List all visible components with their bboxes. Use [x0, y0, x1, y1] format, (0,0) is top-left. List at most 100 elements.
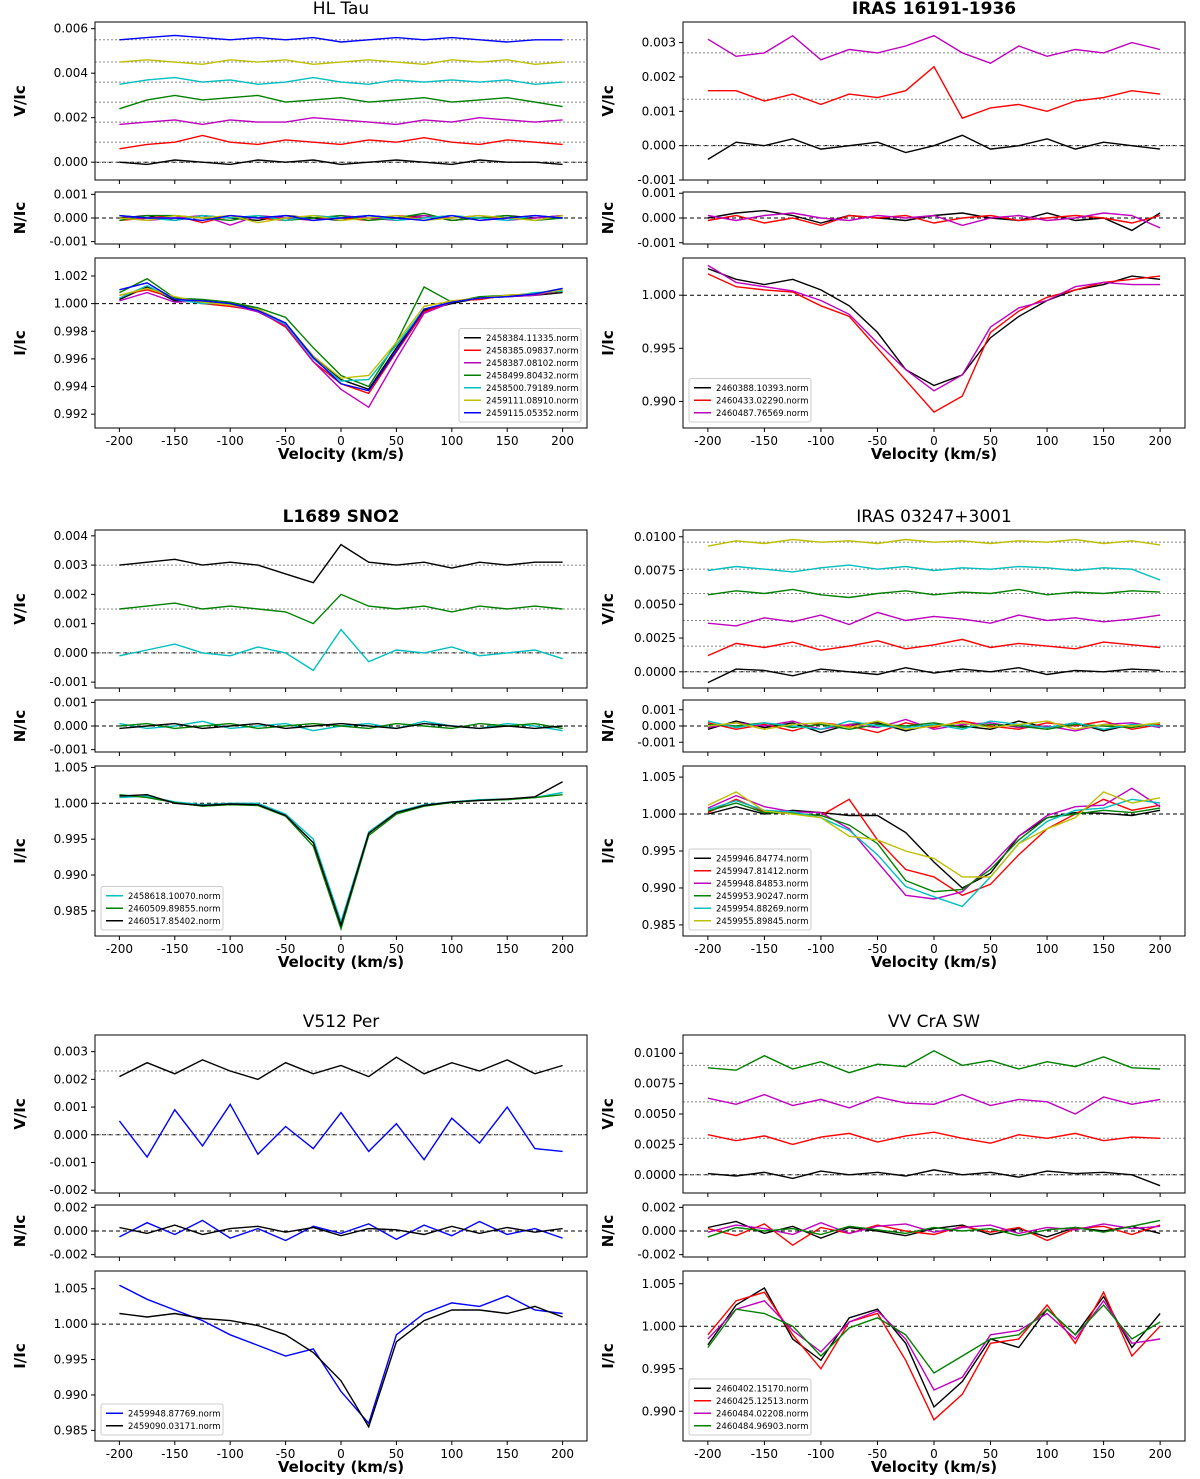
- series-line: [707, 34, 1161, 64]
- series-line: [119, 34, 563, 43]
- x-axis-label: Velocity (km/s): [278, 445, 404, 463]
- y-axis-label: V/Ic: [599, 1098, 617, 1130]
- y-tick-label: 0.0100: [634, 1046, 676, 1060]
- y-tick-label: 0.003: [54, 558, 88, 572]
- y-tick-label: 0.985: [54, 904, 88, 918]
- x-tick-label: 100: [440, 1447, 463, 1461]
- x-tick-label: 100: [440, 434, 463, 448]
- y-tick-label: 0.985: [54, 1423, 88, 1437]
- series-line: [119, 277, 563, 388]
- x-tick-label: -100: [217, 942, 244, 956]
- plot-area: [683, 1219, 1185, 1247]
- axes-frame: [94, 529, 588, 689]
- plot-area: [95, 34, 587, 166]
- legend-label: 2460484.02208.norm: [716, 1409, 809, 1419]
- x-tick-label: 50: [389, 942, 404, 956]
- x-tick-label: -150: [161, 434, 188, 448]
- y-tick-label: 0.0075: [634, 564, 676, 578]
- y-tick-label: 0.0025: [634, 1137, 676, 1151]
- legend-label: 2459948.87769.norm: [128, 1409, 221, 1419]
- legend-label: 2459953.90247.norm: [716, 892, 809, 902]
- legend-label: 2459947.81412.norm: [716, 867, 809, 877]
- x-tick-label: -200: [106, 434, 133, 448]
- x-tick-label: 200: [1149, 1447, 1172, 1461]
- y-tick-label: -0.002: [637, 1248, 676, 1262]
- x-tick-label: -100: [217, 434, 244, 448]
- chart-title: IRAS 16191-1936: [852, 0, 1016, 19]
- y-tick-label: 0.000: [642, 139, 676, 153]
- series-line: [707, 564, 1161, 581]
- legend-label: 2458385.09837.norm: [486, 346, 579, 356]
- plot-area: [95, 1056, 587, 1161]
- series-line: [119, 1056, 563, 1081]
- y-axis-label: I/Ic: [599, 838, 617, 864]
- series-line: [119, 214, 563, 222]
- x-tick-label: 0: [930, 434, 938, 448]
- y-tick-label: 0.995: [642, 844, 676, 858]
- plot-area: [95, 277, 587, 409]
- y-tick-label: 0.0075: [634, 1077, 676, 1091]
- chart-title: VV CrA SW: [888, 1012, 980, 1032]
- subfigure: IRAS 03247+30010.00000.00250.00500.00750…: [599, 507, 1186, 971]
- x-tick-label: -100: [807, 942, 834, 956]
- x-tick-label: -150: [161, 942, 188, 956]
- y-tick-label: 0.001: [54, 617, 88, 631]
- x-tick-label: 150: [1092, 434, 1115, 448]
- y-tick-label: 0.0000: [634, 665, 676, 679]
- axes-frame: [682, 529, 1186, 689]
- x-tick-label: 200: [551, 434, 574, 448]
- y-tick-label: 0.002: [54, 587, 88, 601]
- axes-frame: [682, 257, 1186, 429]
- y-tick-label: 0.990: [642, 881, 676, 895]
- y-tick-label: 0.996: [54, 352, 88, 366]
- series-line: [119, 543, 563, 584]
- y-tick-label: 0.001: [54, 187, 88, 201]
- series-line: [707, 666, 1161, 684]
- x-tick-label: 50: [983, 942, 998, 956]
- y-tick-label: 0.000: [54, 155, 88, 169]
- series-line: [707, 1093, 1161, 1115]
- y-tick-label: -0.001: [49, 743, 88, 757]
- subfigure: VV CrA SW0.00000.00250.00500.00750.0100V…: [599, 1012, 1186, 1476]
- y-axis-label: N/Ic: [11, 1215, 29, 1248]
- legend-label: 2460402.15170.norm: [716, 1384, 809, 1394]
- plot-area: [95, 543, 587, 672]
- x-tick-label: -100: [807, 434, 834, 448]
- subfigure: L1689 SNO2 -0.001 0.000 0.001 0.002 0.003 0.00…: [11, 507, 588, 971]
- x-tick-label: 200: [1149, 942, 1172, 956]
- series-line: [119, 593, 563, 625]
- axes-frame: [94, 1204, 588, 1258]
- y-tick-label: 0.004: [54, 529, 88, 543]
- y-axis-label: N/Ic: [11, 710, 29, 743]
- series-line: [707, 718, 1161, 732]
- series-line: [707, 787, 1161, 900]
- axes-frame: [682, 699, 1186, 753]
- legend-label: 2460487.76569.norm: [716, 409, 809, 419]
- series-line: [707, 791, 1161, 878]
- x-tick-label: -50: [868, 434, 888, 448]
- y-tick-label: 0.000: [642, 719, 676, 733]
- series-line: [707, 638, 1161, 657]
- legend-label: 2458384.11335.norm: [486, 334, 579, 344]
- x-axis-label: Velocity (km/s): [871, 1458, 997, 1476]
- y-tick-label: 0.995: [54, 1353, 88, 1367]
- series-line: [707, 1131, 1161, 1146]
- series-line: [119, 628, 563, 672]
- y-tick-label: 0.001: [54, 1100, 88, 1114]
- legend-label: 2458499.80432.norm: [486, 371, 579, 381]
- y-tick-label: 0.990: [54, 1388, 88, 1402]
- y-axis-label: V/Ic: [11, 1098, 29, 1130]
- series-line: [119, 1284, 563, 1425]
- subfigure: V512 Per -0.002 -0.001 0.000 0.001 0.002 0.003…: [11, 1012, 588, 1476]
- x-tick-label: 0: [930, 1447, 938, 1461]
- y-axis-label: I/Ic: [11, 1343, 29, 1369]
- series-line: [707, 1303, 1161, 1374]
- y-axis-label: V/Ic: [599, 593, 617, 625]
- plot-area: [683, 264, 1185, 413]
- y-tick-label: 0.002: [54, 1200, 88, 1214]
- y-tick-label: 0.003: [54, 1045, 88, 1059]
- plot-area: [683, 718, 1185, 734]
- axes-frame: [682, 1270, 1186, 1442]
- x-tick-label: 50: [983, 434, 998, 448]
- legend-box: [688, 378, 812, 423]
